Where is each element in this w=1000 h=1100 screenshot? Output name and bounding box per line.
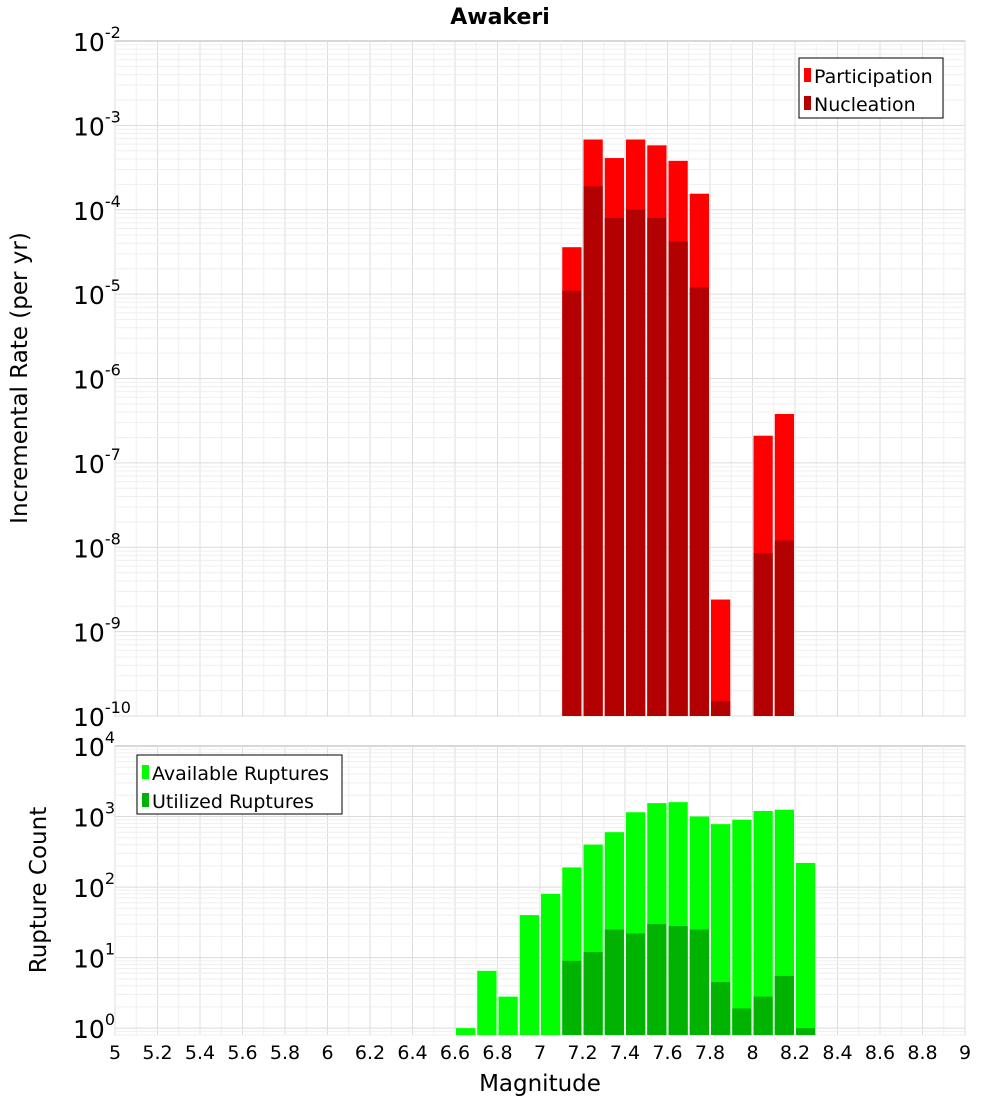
legend-box [136, 754, 343, 815]
bar-nucleation [647, 217, 667, 716]
bar-nucleation [604, 217, 624, 716]
bar-available-ruptures [519, 915, 539, 1035]
legend-label: Participation [814, 66, 933, 88]
x-tick-label: 7 [534, 1042, 546, 1064]
x-tick-label: 8.2 [780, 1042, 810, 1064]
x-tick-label: 6.2 [355, 1042, 385, 1064]
x-tick-label: 7.4 [610, 1042, 640, 1064]
x-tick-label: 7.8 [695, 1042, 725, 1064]
bar-utilized-ruptures [689, 929, 709, 1035]
y-tick-label: 10-9 [73, 614, 121, 648]
y-tick-labels: 100 101 102 103 104 [73, 728, 115, 1044]
x-tick-label: 6.6 [440, 1042, 470, 1064]
y-tick-label: 100 [73, 1010, 115, 1044]
bar-utilized-ruptures [647, 923, 667, 1035]
bar-available-ruptures [753, 810, 773, 1035]
bar-utilized-ruptures [732, 1008, 752, 1035]
y-tick-labels: 10-10 10-9 10-8 10-7 10-6 10-5 10-4 10-3 10-2 [73, 23, 131, 732]
bar-available-ruptures [732, 819, 752, 1035]
y-tick-label: 104 [73, 728, 115, 762]
x-tick-label: 5 [109, 1042, 121, 1064]
bar-available-ruptures [456, 1028, 476, 1035]
x-tick-label: 6 [321, 1042, 333, 1064]
bar-nucleation [583, 186, 603, 716]
x-tick-label: 7.2 [567, 1042, 597, 1064]
bar-nucleation [689, 287, 709, 716]
y-tick-label: 10-5 [73, 276, 121, 310]
bar-available-ruptures [498, 996, 518, 1035]
x-tick-label: 6.4 [397, 1042, 427, 1064]
bar-utilized-ruptures [774, 975, 794, 1035]
y-tick-label: 103 [73, 799, 115, 833]
bar-utilized-ruptures [604, 929, 624, 1035]
grid [114, 41, 966, 717]
y-tick-label: 10-10 [73, 698, 131, 732]
x-tick-label: 8 [746, 1042, 758, 1064]
y-tick-label: 10-3 [73, 107, 121, 141]
y-tick-label: 10-8 [73, 529, 121, 563]
bar-participation [711, 599, 731, 716]
y-tick-label: 10-7 [73, 445, 121, 479]
rupture-count-plot: 100 101 102 103 104 5 5.2 5.4 5.6 5.8 6 6.2 6.4 6.6 6.… [73, 728, 971, 1064]
chart-title: Awakeri [450, 5, 550, 30]
legend-label: Nucleation [814, 94, 916, 116]
bar-utilized-ruptures [796, 1028, 816, 1035]
bar-available-ruptures [541, 893, 561, 1035]
x-tick-label: 5.6 [227, 1042, 257, 1064]
bars [456, 802, 816, 1035]
x-tick-labels: 5 5.2 5.4 5.6 5.8 6 6.2 6.4 6.6 6.8 7 7.2 7.4 7.6 7.8 8… [109, 1042, 971, 1064]
legend-label: Utilized Ruptures [152, 791, 314, 813]
bars [562, 139, 794, 717]
bar-available-ruptures [477, 970, 497, 1035]
top-y-axis-label: Incremental Rate (per yr) [7, 232, 33, 524]
bar-nucleation [753, 553, 773, 716]
x-tick-label: 6.8 [482, 1042, 512, 1064]
bottom-legend: Available Ruptures Utilized Ruptures [136, 754, 343, 815]
bar-nucleation [711, 701, 731, 716]
bar-utilized-ruptures [711, 982, 731, 1035]
bar-nucleation [774, 540, 794, 716]
y-tick-label: 102 [73, 869, 115, 903]
bar-nucleation [668, 241, 688, 717]
y-tick-label: 10-6 [73, 361, 121, 395]
bar-nucleation [562, 290, 582, 716]
bottom-y-axis-label: Rupture Count [26, 807, 52, 973]
bar-utilized-ruptures [753, 996, 773, 1035]
x-axis-label: Magnitude [479, 1071, 601, 1097]
bar-utilized-ruptures [562, 960, 582, 1035]
legend-swatch [142, 793, 149, 807]
bar-nucleation [626, 209, 646, 716]
x-tick-label: 8.8 [907, 1042, 937, 1064]
legend-swatch [804, 68, 811, 82]
x-tick-label: 9 [959, 1042, 971, 1064]
top-legend: Participation Nucleation [798, 57, 944, 119]
bar-utilized-ruptures [668, 926, 688, 1035]
x-tick-label: 5.4 [185, 1042, 215, 1064]
legend-label: Available Ruptures [152, 763, 329, 785]
legend-swatch [804, 96, 811, 110]
x-tick-label: 5.2 [142, 1042, 172, 1064]
legend-box [798, 57, 944, 119]
incremental-rate-plot: 10-10 10-9 10-8 10-7 10-6 10-5 10-4 10-3 10-2 [73, 23, 966, 732]
legend-swatch [142, 765, 149, 779]
x-tick-label: 7.6 [652, 1042, 682, 1064]
x-tick-label: 8.4 [822, 1042, 852, 1064]
grid [114, 746, 966, 1036]
y-tick-label: 101 [73, 940, 115, 974]
bar-available-ruptures [796, 862, 816, 1035]
y-tick-label: 10-4 [73, 192, 121, 226]
bar-utilized-ruptures [626, 933, 646, 1035]
bar-utilized-ruptures [583, 952, 603, 1035]
x-tick-label: 8.6 [865, 1042, 895, 1064]
y-tick-label: 10-2 [73, 23, 121, 57]
x-tick-label: 5.8 [270, 1042, 300, 1064]
